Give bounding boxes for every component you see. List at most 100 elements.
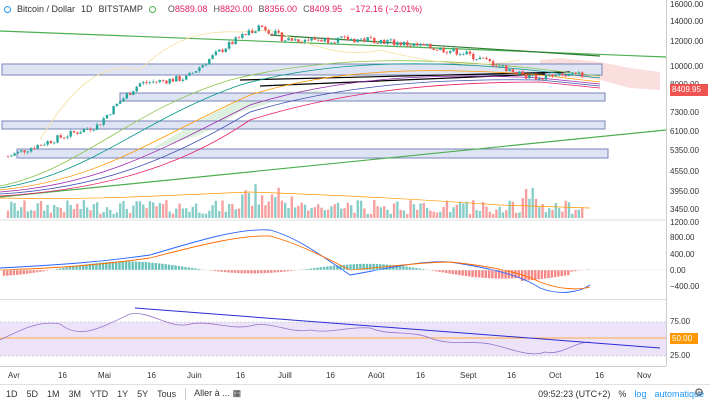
candle-body xyxy=(525,74,527,78)
candle-body xyxy=(198,67,200,71)
volume-bar xyxy=(508,201,510,218)
macd-bar xyxy=(240,270,242,273)
macd-bar xyxy=(273,270,275,273)
candle-body xyxy=(475,59,477,60)
zone-box-3 xyxy=(2,121,605,129)
macd-bar xyxy=(353,264,355,270)
candle-body xyxy=(479,58,481,60)
candle-body xyxy=(304,40,306,42)
macd-bar xyxy=(452,270,454,274)
candle-body xyxy=(235,37,237,44)
macd-bar xyxy=(326,266,328,270)
timeframe-button-5d[interactable]: 5D xyxy=(27,389,39,399)
candle-body xyxy=(508,69,510,71)
time-axis[interactable]: Avr 16 Mai 16 Juin 16 Juill 16 Août 16 S… xyxy=(0,366,666,384)
candle-body xyxy=(419,44,421,45)
log-toggle[interactable]: log xyxy=(634,389,646,399)
candle-body xyxy=(215,52,217,55)
candle-body xyxy=(515,72,517,74)
volume-bar xyxy=(400,210,402,218)
volume-bar xyxy=(225,212,227,218)
candle-body xyxy=(459,54,461,55)
volume-bar xyxy=(165,200,167,218)
candle-body xyxy=(314,38,316,40)
timeframe-button-5y[interactable]: 5Y xyxy=(137,389,148,399)
volume-bar xyxy=(169,212,171,218)
candle-body xyxy=(485,58,487,59)
volume-bar xyxy=(376,206,378,218)
macd-bar xyxy=(323,267,325,270)
macd-bar xyxy=(145,262,147,270)
candle-body xyxy=(63,138,65,139)
volume-bar xyxy=(215,201,217,218)
macd-bar xyxy=(260,270,262,273)
candle-body xyxy=(400,42,402,45)
volume-bar xyxy=(287,208,289,218)
timeframe-button-1d[interactable]: 1D xyxy=(6,389,18,399)
volume-bar xyxy=(231,204,233,218)
candle-body xyxy=(578,72,580,73)
candle-body xyxy=(258,25,260,31)
timeframe-button-1y[interactable]: 1Y xyxy=(117,389,128,399)
macd-bar xyxy=(16,270,18,275)
candle-body xyxy=(367,37,369,41)
candle-body xyxy=(350,39,352,40)
time-label: Mai xyxy=(98,371,111,380)
volume-bar xyxy=(565,201,567,218)
candle-body xyxy=(535,75,537,80)
candle-body xyxy=(76,132,78,133)
price-chart[interactable] xyxy=(0,0,666,300)
candle-body xyxy=(505,65,507,71)
price-tick: 6100.00 xyxy=(664,127,710,136)
volume-bar xyxy=(99,214,101,218)
volume-bar xyxy=(119,203,121,218)
chart-options: 09:52:23 (UTC+2) % log automatique xyxy=(538,385,704,403)
price-axis[interactable]: 16000.00 14000.00 12000.00 10000.00 8000… xyxy=(666,0,710,300)
volume-bar xyxy=(314,207,316,218)
volume-bar xyxy=(228,204,230,218)
candle-body xyxy=(492,61,494,66)
macd-bar xyxy=(376,264,378,270)
candle-body xyxy=(297,39,299,42)
volume-bar xyxy=(248,193,250,218)
candle-body xyxy=(178,76,180,81)
rsi-axis[interactable]: 75.00 50.00 25.00 xyxy=(666,300,710,366)
candle-body xyxy=(83,129,85,132)
timeframe-button-ytd[interactable]: YTD xyxy=(90,389,108,399)
timeframe-button-1m[interactable]: 1M xyxy=(47,389,60,399)
volume-bar xyxy=(386,210,388,218)
percent-toggle[interactable]: % xyxy=(618,389,626,399)
macd-bar xyxy=(386,265,388,270)
clock-label[interactable]: 09:52:23 (UTC+2) xyxy=(538,389,610,399)
candle-body xyxy=(482,58,484,59)
candle-body xyxy=(162,80,164,81)
volume-bar xyxy=(152,202,154,218)
macd-bar xyxy=(227,270,229,272)
candle-body xyxy=(40,145,42,146)
macd-bar xyxy=(481,270,483,278)
goto-date-button[interactable]: Aller à ...▦ xyxy=(194,388,241,399)
rsi-chart[interactable] xyxy=(0,300,666,366)
macd-bar xyxy=(534,270,536,280)
candle-body xyxy=(159,80,161,82)
timeframe-button-3m[interactable]: 3M xyxy=(69,389,82,399)
macd-bar xyxy=(316,268,318,270)
volume-bar xyxy=(17,211,19,218)
macd-bar xyxy=(462,270,464,276)
candle-body xyxy=(327,38,329,43)
volume-bar xyxy=(459,202,461,218)
candle-body xyxy=(558,73,560,75)
candle-body xyxy=(373,38,375,43)
candle-body xyxy=(10,156,12,157)
timeframe-button-all[interactable]: Tous xyxy=(157,389,176,399)
macd-bar xyxy=(412,268,414,270)
time-label: 16 xyxy=(507,371,516,380)
macd-bar xyxy=(257,270,259,273)
volume-bar xyxy=(20,207,22,218)
gear-icon[interactable]: ⚙ xyxy=(694,386,704,399)
volume-bar xyxy=(350,205,352,218)
candle-body xyxy=(574,72,576,73)
macd-bar xyxy=(247,270,249,273)
macd-bar xyxy=(188,267,190,270)
macd-bar xyxy=(158,263,160,270)
